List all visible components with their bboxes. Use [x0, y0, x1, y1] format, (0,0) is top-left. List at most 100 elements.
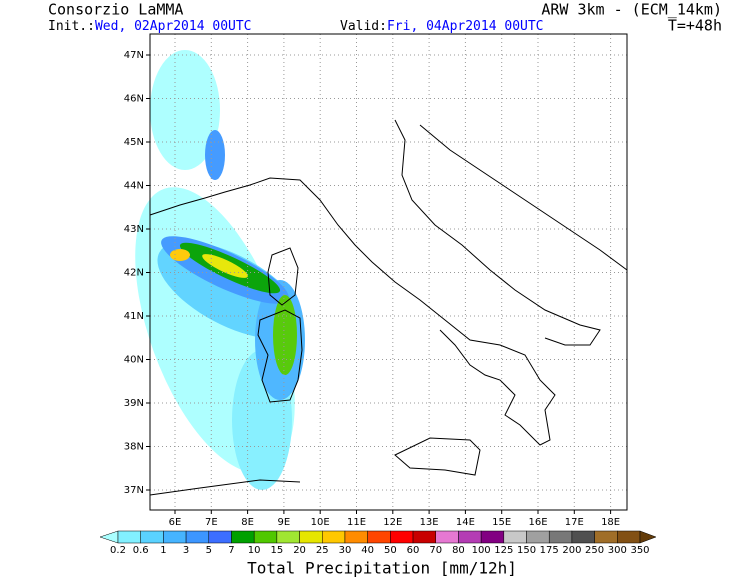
lat-label: 42N: [124, 268, 144, 279]
map: [135, 33, 628, 514]
precip-area: [150, 50, 220, 170]
colorbar-label: 5: [206, 545, 212, 556]
colorbar-label: 175: [540, 545, 559, 556]
colorbar-box: [594, 530, 618, 544]
precip-area: [202, 254, 248, 278]
colorbar-box: [480, 530, 505, 544]
colorbar-box: [322, 530, 346, 544]
colorbar-box: [253, 530, 278, 544]
lon-label: 8E: [241, 517, 254, 528]
colorbar-label: 100: [472, 545, 491, 556]
precip-area: [170, 249, 190, 261]
colorbar-label: 70: [429, 545, 442, 556]
valid-label-text: Valid:: [340, 19, 387, 34]
coastline: [149, 479, 301, 496]
title: Consorzio LaMMA: [48, 1, 183, 19]
lat-label: 40N: [124, 355, 144, 366]
colorbar-box: [140, 530, 164, 544]
valid-time: Fri, 04Apr2014 00UTC: [387, 19, 544, 34]
island: [257, 309, 303, 403]
colorbar-label: 3: [183, 545, 189, 556]
coastline: [394, 119, 601, 346]
colorbar-high-triangle: [639, 530, 657, 544]
lon-label: 9E: [278, 517, 291, 528]
lat-label: 38N: [124, 442, 144, 453]
colorbar-box: [185, 530, 210, 544]
lat-label: 46N: [124, 94, 144, 105]
colorbar-box: [548, 530, 573, 544]
coastline: [419, 124, 628, 271]
colorbar-box: [231, 530, 255, 544]
colorbar-label: 50: [384, 545, 397, 556]
colorbar-label: 15: [271, 545, 284, 556]
lat-label: 47N: [124, 50, 144, 61]
colorbar-box: [503, 530, 527, 544]
colorbar-box: [367, 530, 391, 544]
colorbar: 0.2 0.6 1 3 5 7 10 15 20 25 30 40 50 60 70 80 100 125 150 1…: [99, 530, 657, 556]
lat-label: 44N: [124, 181, 144, 192]
colorbar-box: [208, 530, 232, 544]
colorbar-title: Total Precipitation [mm/12h]: [247, 559, 517, 578]
lon-label: 18E: [601, 517, 620, 528]
colorbar-box: [412, 530, 436, 544]
coastlines: [149, 119, 628, 496]
colorbar-box: [276, 530, 300, 544]
colorbar-label: 0.2: [110, 545, 126, 556]
lon-label: 16E: [528, 517, 547, 528]
colorbar-label: 7: [228, 545, 234, 556]
colorbar-label: 200: [562, 545, 581, 556]
colorbar-label: 40: [361, 545, 374, 556]
colorbar-label: 0.6: [133, 545, 149, 556]
init-time: Wed, 02Apr2014 00UTC: [95, 19, 252, 34]
colorbar-box: [435, 530, 459, 544]
colorbar-label: 250: [585, 545, 604, 556]
colorbar-low-triangle: [99, 530, 119, 544]
lon-label: 11E: [347, 517, 366, 528]
map-frame: [149, 33, 628, 511]
lon-label: 13E: [420, 517, 439, 528]
init-label: Init.:Wed, 02Apr2014 00UTC: [48, 19, 252, 34]
island: [267, 247, 299, 306]
colorbar-box: [571, 530, 595, 544]
colorbar-label: 350: [630, 545, 649, 556]
colorbar-box: [617, 530, 641, 544]
colorbar-box: [299, 530, 323, 544]
colorbar-label: 300: [608, 545, 627, 556]
precip-area: [273, 295, 297, 375]
lon-label: 14E: [456, 517, 475, 528]
colorbar-box: [390, 530, 414, 544]
precip-area: [205, 130, 225, 180]
colorbar-label: 25: [316, 545, 329, 556]
lon-label: 10E: [311, 517, 330, 528]
grid: [146, 34, 627, 514]
colorbar-box: [526, 530, 550, 544]
colorbar-box: [163, 530, 187, 544]
lon-label: 12E: [383, 517, 402, 528]
lon-label: 17E: [565, 517, 584, 528]
colorbar-box: [117, 530, 141, 544]
lon-label: 7E: [205, 517, 218, 528]
lat-label: 41N: [124, 311, 144, 322]
lat-label: 43N: [124, 224, 144, 235]
coastline: [149, 177, 556, 446]
colorbar-label: 80: [452, 545, 465, 556]
model: ARW 3km - (ECM_14km): [541, 1, 722, 19]
island: [394, 437, 481, 476]
colorbar-label: 60: [407, 545, 420, 556]
valid-label: Valid:Fri, 04Apr2014 00UTC: [340, 19, 544, 34]
colorbar-label: 30: [339, 545, 352, 556]
colorbar-label: 1: [160, 545, 166, 556]
colorbar-label: 150: [517, 545, 536, 556]
lat-label: 39N: [124, 398, 144, 409]
lead-time: T=+48h: [668, 17, 722, 35]
lat-label: 37N: [124, 485, 144, 496]
colorbar-label: 20: [293, 545, 306, 556]
colorbar-label: 10: [248, 545, 261, 556]
lon-label: 6E: [169, 517, 182, 528]
colorbar-label: 125: [494, 545, 513, 556]
lon-label: 15E: [492, 517, 511, 528]
colorbar-box: [458, 530, 482, 544]
init-label-text: Init.:: [48, 19, 95, 34]
